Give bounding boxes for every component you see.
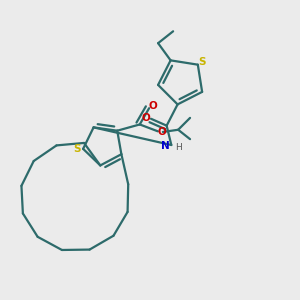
Text: O: O: [142, 113, 150, 123]
Text: S: S: [73, 145, 81, 154]
Text: O: O: [158, 127, 167, 137]
Text: O: O: [149, 101, 158, 111]
Text: S: S: [198, 57, 205, 67]
Text: H: H: [175, 143, 181, 152]
Text: N: N: [161, 141, 170, 151]
